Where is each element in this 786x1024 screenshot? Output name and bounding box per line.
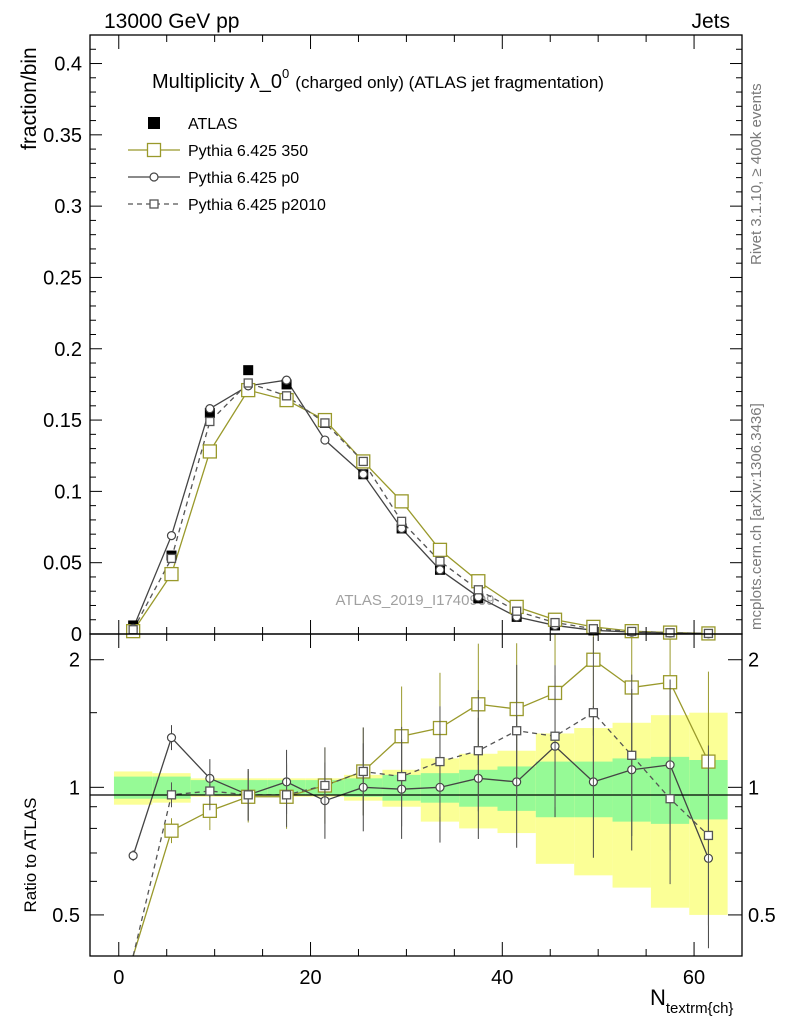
x-label-sub: textrm{ch}	[666, 1000, 734, 1017]
legend-marker	[149, 172, 159, 182]
ratio-marker	[320, 780, 330, 791]
y-tick-label: 0.2	[54, 339, 82, 361]
ratio-marker	[164, 823, 179, 838]
ratio-tick-label: 1	[69, 777, 80, 799]
ratio-tick-label: 0.5	[52, 905, 80, 927]
y-tick-label: 0.25	[43, 267, 82, 289]
axis-ticks: 00.050.10.150.20.250.30.350.40 20 40 600.5 0…	[43, 35, 776, 989]
main-series	[132, 379, 709, 635]
mc-marker	[281, 375, 292, 385]
mc-marker	[665, 628, 675, 638]
y-tick-label: 0.35	[43, 125, 82, 147]
mc-marker	[202, 444, 218, 459]
x-axis-label: Ntextrm{ch}	[650, 985, 733, 1017]
mc-marker	[550, 617, 560, 628]
mc-marker	[473, 585, 483, 595]
mc-marker	[358, 456, 368, 467]
ratio-tick-label-right: 2	[748, 650, 759, 672]
data-point	[243, 365, 254, 376]
ratio-marker	[703, 830, 714, 841]
rivet-credit: Rivet 3.1.10, ≥ 400k events	[748, 83, 765, 265]
legend-marker	[149, 199, 159, 209]
ratio-marker	[550, 731, 560, 741]
mc-marker	[243, 378, 253, 388]
legend-label: ATLAS	[188, 116, 238, 133]
x-label-main: N	[650, 985, 666, 1010]
title-main: Multiplicity λ_0	[152, 71, 282, 93]
ratio-marker	[358, 766, 368, 777]
ratio-plot-frame	[89, 633, 743, 957]
mc-marker	[164, 566, 179, 582]
mc-marker	[166, 530, 177, 541]
mc-marker	[205, 404, 215, 414]
mc-marker	[432, 542, 448, 558]
x-tick-label: 0	[113, 967, 124, 989]
ratio-marker	[588, 708, 599, 718]
mc-marker	[396, 516, 407, 526]
mcplots-credit: mcplots.cern.ch [arXiv:1306.3436]	[748, 403, 765, 630]
ratio-tick-label-right: 1	[748, 777, 759, 799]
y-tick-label: 0.15	[43, 410, 82, 432]
legend: ATLAS Pythia 6.425 350 Pythia 6.425 p0 Pyth…	[128, 116, 326, 214]
ratio-marker	[435, 756, 445, 767]
ratio-marker	[166, 790, 177, 800]
legend-label: Pythia 6.425 p2010	[188, 197, 326, 214]
ratio-line-1	[132, 658, 710, 957]
ratio-marker	[128, 851, 138, 861]
ratio-marker	[627, 750, 637, 760]
mc-marker	[435, 556, 445, 566]
x-tick-label: 40	[491, 967, 513, 989]
mc-marker	[281, 391, 292, 401]
mc-marker	[166, 553, 177, 564]
mc-marker	[435, 565, 445, 575]
x-tick-label: 60	[683, 967, 705, 989]
ratio-line-2	[132, 736, 710, 859]
y-axis-label: fraction/bin	[18, 47, 41, 150]
ratio-axis-label: Ratio to ATLAS	[21, 798, 40, 913]
main-line-1	[132, 389, 709, 635]
ratio-marker	[665, 794, 675, 804]
ratio-tick-label: 2	[69, 650, 80, 672]
mc-marker	[320, 418, 330, 428]
header-energy: 13000 GeV pp	[104, 10, 239, 33]
chart-title: Multiplicity λ_00 (charged only) (ATLAS j…	[152, 66, 604, 93]
x-tick-label: 20	[299, 967, 321, 989]
legend-marker	[146, 142, 162, 158]
ratio-marker	[396, 771, 407, 782]
y-tick-label: 0	[71, 624, 82, 646]
main-line-2	[132, 379, 709, 635]
y-tick-label: 0.4	[54, 54, 82, 76]
title-suffix: (charged only) (ATLAS jet fragmentation)	[295, 73, 604, 92]
legend-marker	[148, 117, 160, 129]
mc-marker	[394, 494, 409, 509]
y-tick-label: 0.3	[54, 196, 82, 218]
y-tick-label: 0.1	[54, 481, 82, 503]
ratio-marker	[166, 733, 177, 743]
ratio-marker	[243, 790, 253, 800]
ratio-band-inner	[113, 776, 153, 799]
ratio-marker	[473, 746, 483, 756]
mc-marker	[512, 606, 522, 616]
mc-marker	[205, 416, 215, 427]
legend-label: Pythia 6.425 350	[188, 143, 308, 160]
ratio-marker	[281, 790, 292, 800]
mc-marker	[320, 435, 330, 445]
ratio-markers	[128, 634, 716, 949]
header-category: Jets	[691, 10, 730, 33]
mc-marker	[128, 625, 138, 635]
analysis-watermark: ATLAS_2019_I1740909	[335, 592, 494, 609]
ratio-tick-label-right: 0.5	[748, 905, 776, 927]
mc-marker	[588, 624, 599, 634]
mc-marker	[627, 626, 637, 637]
y-tick-label: 0.05	[43, 553, 82, 575]
ratio-series	[132, 658, 710, 957]
ratio-marker	[512, 726, 522, 736]
legend-label: Pythia 6.425 p0	[188, 170, 299, 187]
ratio-marker	[205, 786, 215, 796]
title-sup: 0	[282, 66, 289, 81]
mc-marker	[358, 469, 368, 479]
